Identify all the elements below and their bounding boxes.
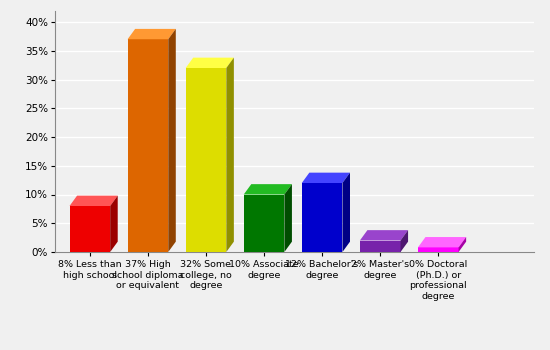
Polygon shape <box>400 230 408 252</box>
Polygon shape <box>128 29 176 39</box>
Bar <box>418 247 459 252</box>
Bar <box>244 195 284 252</box>
Polygon shape <box>110 196 118 252</box>
Polygon shape <box>284 184 292 252</box>
Polygon shape <box>69 196 118 206</box>
Polygon shape <box>459 237 466 252</box>
Bar <box>69 206 110 252</box>
Polygon shape <box>418 237 466 247</box>
Polygon shape <box>186 58 234 68</box>
Polygon shape <box>343 173 350 252</box>
Bar <box>302 183 343 252</box>
Bar <box>360 240 400 252</box>
Polygon shape <box>360 230 408 240</box>
Polygon shape <box>226 58 234 252</box>
Polygon shape <box>302 173 350 183</box>
Polygon shape <box>168 29 176 252</box>
Bar <box>186 68 226 252</box>
Bar <box>128 39 168 252</box>
Polygon shape <box>244 184 292 195</box>
